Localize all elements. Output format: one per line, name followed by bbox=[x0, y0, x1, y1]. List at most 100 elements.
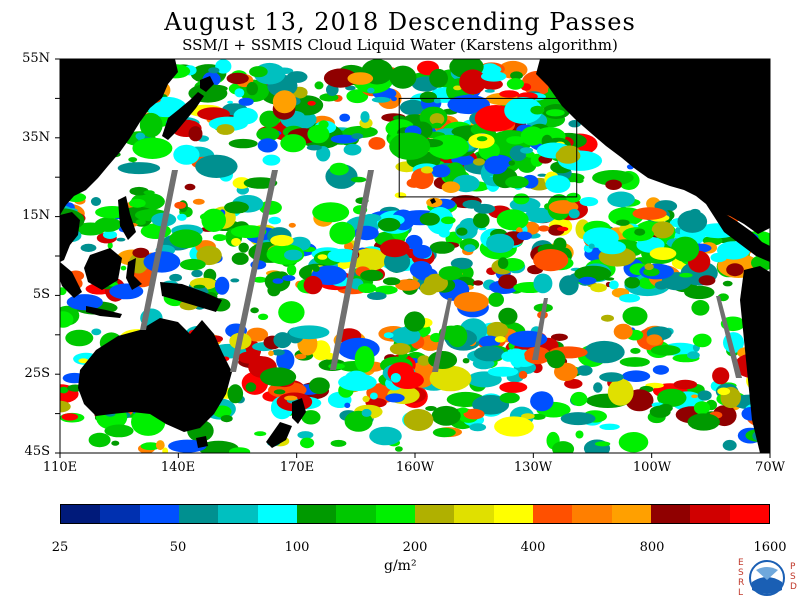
scale-label-400: 400 bbox=[520, 540, 546, 555]
cloud-blob bbox=[599, 372, 624, 382]
cloud-blob bbox=[208, 67, 220, 74]
cloud-blob bbox=[60, 386, 69, 394]
cloud-blob bbox=[224, 201, 249, 214]
sumatra-island bbox=[60, 262, 82, 298]
colorbar-cell bbox=[611, 505, 651, 523]
lon-label-160w: 160W bbox=[395, 460, 435, 475]
cloud-blob bbox=[196, 245, 222, 266]
cloud-blob bbox=[212, 405, 232, 418]
cloud-blob bbox=[712, 367, 730, 385]
swath-gap-stripe bbox=[432, 298, 452, 372]
cloud-blob bbox=[649, 405, 671, 418]
cloud-blob bbox=[177, 213, 187, 221]
cloud-blob bbox=[395, 446, 403, 452]
cloud-blob bbox=[184, 183, 196, 191]
cloud-blob bbox=[280, 134, 307, 153]
cloud-blob bbox=[533, 273, 553, 294]
cloud-blob bbox=[687, 351, 700, 360]
cloud-blob bbox=[494, 416, 534, 437]
cloud-blob bbox=[513, 193, 530, 205]
cloud-blob bbox=[568, 208, 580, 219]
cloud-blob bbox=[162, 447, 169, 453]
cloud-blob bbox=[277, 370, 286, 377]
cloud-blob bbox=[374, 285, 398, 295]
lat-label-25s: 25S bbox=[24, 366, 50, 381]
cloud-blob bbox=[327, 248, 359, 263]
lat-label-5s: 5S bbox=[32, 287, 50, 302]
colorbar-cell bbox=[218, 505, 258, 523]
cloud-blob bbox=[107, 242, 113, 249]
cloud-blob bbox=[462, 199, 482, 209]
cloud-blob bbox=[420, 166, 434, 174]
central-america-landmass bbox=[706, 204, 770, 262]
cloud-blob bbox=[481, 71, 507, 82]
cloud-blob bbox=[552, 441, 575, 453]
cloud-blob bbox=[516, 231, 533, 241]
cloud-blob bbox=[545, 175, 571, 194]
cloud-blob bbox=[473, 280, 484, 286]
cloud-blob bbox=[615, 219, 630, 226]
cloud-blob bbox=[238, 242, 249, 253]
axis-ticks bbox=[55, 58, 771, 458]
hawaii-islands bbox=[430, 198, 436, 204]
cloud-blob bbox=[654, 281, 668, 290]
cloud-blob bbox=[488, 292, 504, 307]
colorbar-cell bbox=[650, 505, 691, 523]
cloud-blob bbox=[135, 132, 146, 140]
cloud-blob bbox=[316, 146, 331, 162]
cloud-blob bbox=[691, 300, 710, 316]
cloud-blob bbox=[533, 249, 569, 272]
cloud-blob bbox=[295, 353, 307, 360]
cloud-blob bbox=[673, 379, 698, 390]
new-guinea-island bbox=[160, 282, 222, 312]
java-island bbox=[86, 306, 122, 318]
cloud-blob bbox=[228, 138, 258, 149]
cloud-blob bbox=[550, 333, 568, 341]
cloud-blob bbox=[473, 158, 485, 166]
cloud-blob bbox=[520, 126, 545, 146]
cloud-blob bbox=[91, 328, 102, 336]
cloud-blob bbox=[60, 311, 74, 328]
cloud-blob bbox=[438, 266, 463, 281]
cloud-blob bbox=[619, 293, 641, 303]
swath-gap-stripe bbox=[140, 170, 178, 330]
cloud-blob bbox=[404, 311, 426, 332]
cloud-blob bbox=[230, 225, 267, 239]
cloud-blob bbox=[369, 426, 402, 446]
cloud-blob bbox=[717, 387, 731, 396]
cloud-blob bbox=[403, 409, 434, 431]
cloud-blob bbox=[485, 321, 509, 339]
cloud-blob bbox=[394, 192, 407, 199]
colorbar-cell bbox=[139, 505, 179, 523]
cloud-blob bbox=[501, 351, 517, 362]
north-america-landmass bbox=[536, 59, 770, 234]
colorbar-cell bbox=[336, 505, 376, 523]
cloud-blob bbox=[505, 176, 529, 189]
cloud-blob bbox=[339, 113, 351, 122]
swath-gap-stripe bbox=[330, 170, 374, 370]
cloud-blob bbox=[458, 407, 468, 414]
cloud-blob bbox=[245, 382, 257, 392]
cloud-blob bbox=[579, 197, 599, 207]
cloud-blob bbox=[643, 267, 660, 277]
cloud-blob bbox=[191, 269, 203, 278]
cloud-blob bbox=[575, 430, 584, 439]
sulawesi-island bbox=[126, 258, 142, 290]
colorbar-unit: g/m² bbox=[384, 558, 417, 574]
cloud-blob bbox=[472, 395, 510, 415]
cloud-blob bbox=[677, 210, 708, 233]
cloud-blob bbox=[231, 252, 249, 265]
cloud-blob bbox=[155, 440, 165, 451]
swath-gap-stripe bbox=[532, 298, 548, 360]
logo-letter-s2: S bbox=[790, 572, 796, 582]
land-layer bbox=[60, 59, 770, 453]
cloud-blob bbox=[389, 343, 411, 355]
cloud-blob bbox=[135, 219, 146, 226]
logo-letter-s: S bbox=[738, 568, 744, 578]
cloud-blob bbox=[518, 370, 528, 379]
cloud-blob bbox=[343, 143, 362, 156]
cloud-blob bbox=[198, 440, 239, 453]
cloud-blob bbox=[317, 254, 328, 260]
cloud-blob bbox=[344, 241, 354, 251]
cloud-blob bbox=[622, 370, 651, 383]
